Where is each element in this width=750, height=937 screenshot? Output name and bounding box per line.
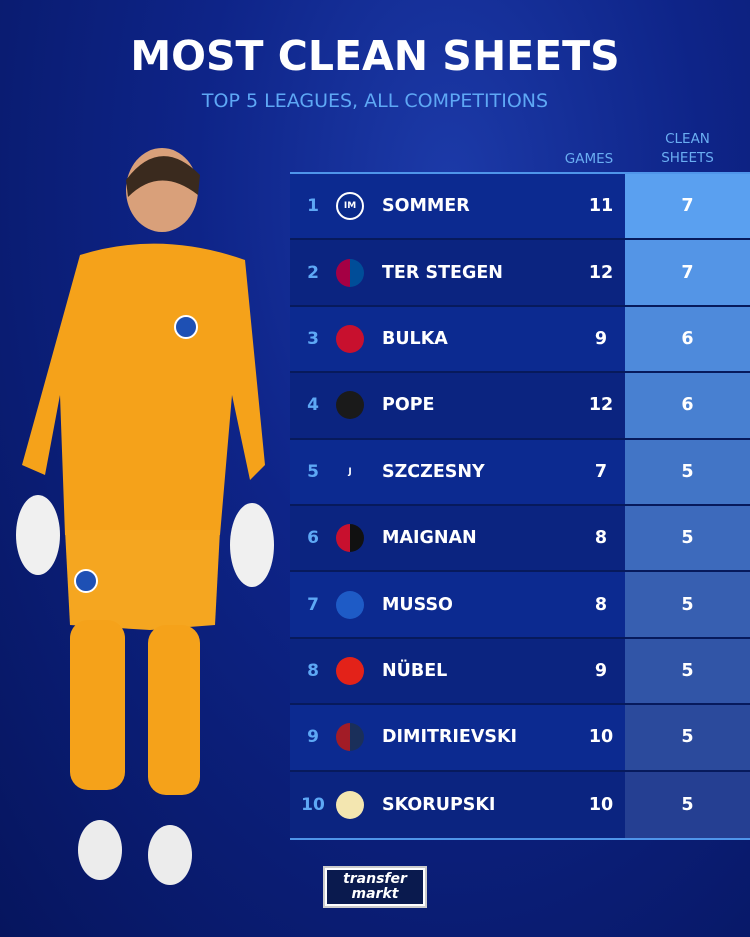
games-value: 8 (594, 528, 608, 549)
player-name: SZCZESNY (382, 461, 485, 482)
table-row: 7 MUSSO 8 5 (290, 572, 750, 639)
player-name: MAIGNAN (382, 528, 477, 549)
clean-sheets-value: 5 (625, 638, 750, 704)
nice-crest-icon (336, 324, 364, 353)
table-row: 8 NÜBEL 9 5 (290, 638, 750, 706)
rank: 8 (307, 660, 319, 681)
games-value: 10 (588, 727, 614, 748)
clean-sheets-header-line1: CLEAN (665, 131, 710, 147)
ac-milan-crest-icon (336, 524, 364, 553)
inter-crest-icon: IM (336, 192, 364, 221)
clean-sheets-value: 7 (625, 174, 750, 239)
clean-sheets-value: 7 (625, 240, 750, 305)
table-row: 9 DIMITRIEVSKI 10 5 (290, 705, 750, 772)
logo-line1: transfer (343, 871, 407, 887)
bologna-crest-icon (336, 723, 364, 752)
player-name: TER STEGEN (382, 262, 503, 283)
table-row: 6 MAIGNAN 8 5 (290, 505, 750, 573)
player-name: MUSSO (382, 594, 453, 615)
clean-sheets-value: 5 (625, 572, 750, 637)
table-row: 5 J SZCZESNY 7 5 (290, 439, 750, 506)
clean-sheets-header-line2: SHEETS (661, 150, 714, 166)
table-row: 4 POPE 12 6 (290, 373, 750, 440)
rank: 9 (307, 727, 319, 748)
games-value: 11 (588, 196, 614, 217)
table-row: 10 SKORUPSKI 10 5 (290, 771, 750, 838)
clean-sheets-value: 5 (625, 505, 750, 571)
newcastle-crest-icon (336, 391, 364, 420)
logo-line2: markt (351, 886, 399, 902)
games-value: 12 (588, 262, 614, 283)
player-name: SKORUPSKI (382, 794, 496, 815)
rank: 4 (307, 395, 319, 416)
clean-sheets-value: 5 (625, 771, 750, 838)
rank: 7 (307, 594, 319, 615)
atalanta-crest-icon (336, 590, 364, 619)
clean-sheets-value: 6 (625, 306, 750, 372)
games-header: GAMES (564, 151, 614, 167)
juventus-crest-icon: J (348, 466, 352, 477)
player-name: POPE (382, 395, 435, 416)
player-name: NÜBEL (382, 660, 448, 681)
games-value: 10 (588, 794, 614, 815)
clean-sheets-value: 6 (625, 373, 750, 438)
barcelona-crest-icon (336, 258, 364, 287)
page-subtitle: TOP 5 LEAGUES, ALL COMPETITIONS (201, 90, 549, 112)
page-title: MOST CLEAN SHEETS (130, 32, 620, 80)
games-value: 7 (594, 461, 608, 482)
player-name: SOMMER (382, 196, 470, 217)
table-row: 3 BULKA 9 6 (290, 306, 750, 374)
games-value: 8 (594, 594, 608, 615)
games-value: 9 (594, 660, 608, 681)
clean-sheets-value: 5 (625, 705, 750, 770)
rank: 5 (307, 461, 319, 482)
rayo-vallecano-crest-icon (336, 790, 364, 819)
table-row: 2 TER STEGEN 12 7 (290, 240, 750, 307)
rank: 6 (307, 528, 319, 549)
stuttgart-crest-icon (336, 656, 364, 685)
player-name: DIMITRIEVSKI (382, 727, 518, 748)
rank: 10 (301, 794, 325, 815)
games-value: 9 (594, 328, 608, 349)
player-name: BULKA (382, 328, 448, 349)
clean-sheets-header: CLEAN SHEETS (625, 130, 750, 168)
table-row: 1 IM SOMMER 11 7 (290, 174, 750, 241)
games-value: 12 (588, 395, 614, 416)
rank: 3 (307, 328, 319, 349)
rank: 1 (307, 196, 319, 217)
transfermarkt-logo: transfer markt (323, 866, 427, 908)
goalkeeper-photo (16, 148, 274, 885)
rank: 2 (307, 262, 319, 283)
clean-sheets-value: 5 (625, 439, 750, 504)
